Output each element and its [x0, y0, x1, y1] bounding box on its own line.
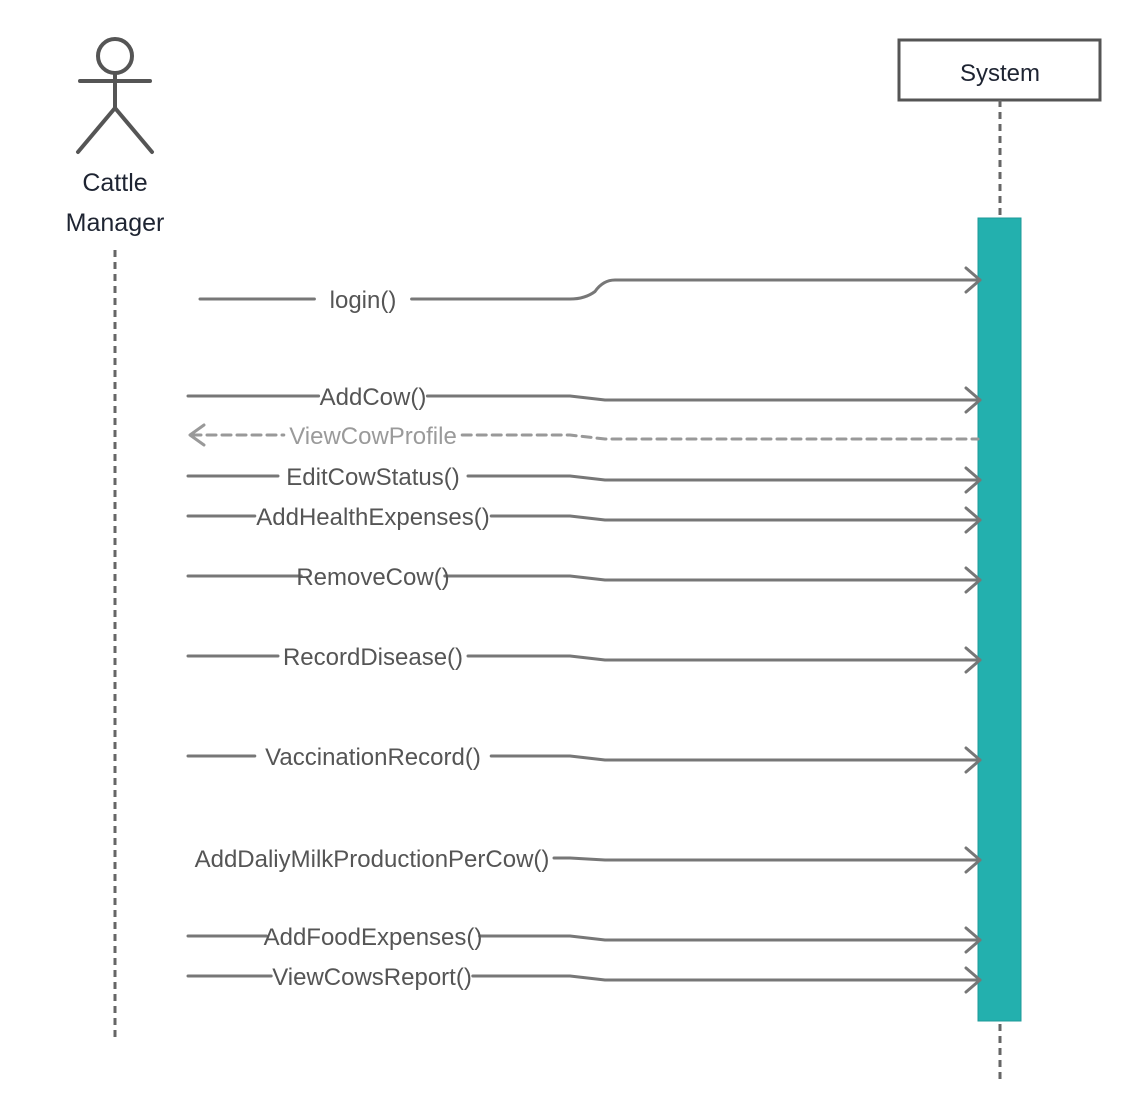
call-message: AddDaliyMilkProductionPerCow() [195, 846, 982, 874]
call-message: RecordDisease() [186, 644, 982, 674]
message-line-right [425, 394, 982, 402]
message-label: EditCowStatus() [286, 464, 459, 491]
message-label: login() [330, 287, 397, 314]
message-label: AddFoodExpenses() [264, 924, 483, 951]
message-line-right [443, 574, 982, 582]
actor-figure [76, 37, 154, 154]
actor-right-leg [113, 106, 154, 154]
arrowhead-right-icon [964, 466, 982, 494]
arrowhead-right-icon [964, 926, 982, 954]
message-line-right [489, 754, 982, 762]
arrowhead-right-icon [964, 266, 982, 294]
actor-name-line2: Manager [66, 209, 165, 237]
system-box [897, 38, 1102, 102]
message-label: VaccinationRecord() [265, 744, 481, 771]
message-line-right [466, 474, 982, 482]
call-message: AddFoodExpenses() [186, 924, 982, 954]
message-line-right [466, 654, 982, 662]
call-message: AddCow() [186, 384, 982, 414]
messages-group: login() AddCow() ViewCowProfile EditCowStat… [186, 266, 982, 994]
arrowhead-right-icon [964, 746, 982, 774]
system-activation-bar [977, 217, 1022, 1022]
reply-message: ViewCowProfile [188, 423, 980, 450]
actor-name-line1: Cattle [82, 169, 147, 197]
message-line-right [460, 433, 980, 441]
system-name: System [960, 60, 1040, 87]
call-message: VaccinationRecord() [186, 744, 982, 774]
message-label: AddDaliyMilkProductionPerCow() [195, 846, 550, 873]
message-label: AddCow() [320, 384, 427, 411]
message-label: ViewCowProfile [289, 423, 457, 450]
message-line-right [552, 856, 982, 862]
message-label: ViewCowsReport() [272, 964, 472, 991]
call-message: EditCowStatus() [186, 464, 982, 494]
message-line-right [489, 514, 982, 522]
arrowhead-right-icon [964, 646, 982, 674]
message-line-right [478, 934, 982, 942]
message-line-right [471, 974, 982, 982]
call-message: login() [198, 266, 982, 314]
message-label: RemoveCow() [296, 564, 449, 591]
arrowhead-right-icon [964, 846, 982, 874]
message-line-right [410, 278, 982, 301]
arrowhead-right-icon [964, 566, 982, 594]
arrowhead-right-icon [964, 966, 982, 994]
arrowhead-right-icon [964, 386, 982, 414]
arrowhead-left-icon [188, 423, 206, 447]
actor-left-leg [76, 106, 117, 154]
message-label: RecordDisease() [283, 644, 463, 671]
arrowhead-right-icon [964, 506, 982, 534]
call-message: ViewCowsReport() [186, 964, 982, 994]
call-message: AddHealthExpenses() [186, 504, 982, 534]
call-message: RemoveCow() [186, 564, 982, 594]
message-label: AddHealthExpenses() [256, 504, 489, 531]
actor-head [96, 37, 134, 75]
